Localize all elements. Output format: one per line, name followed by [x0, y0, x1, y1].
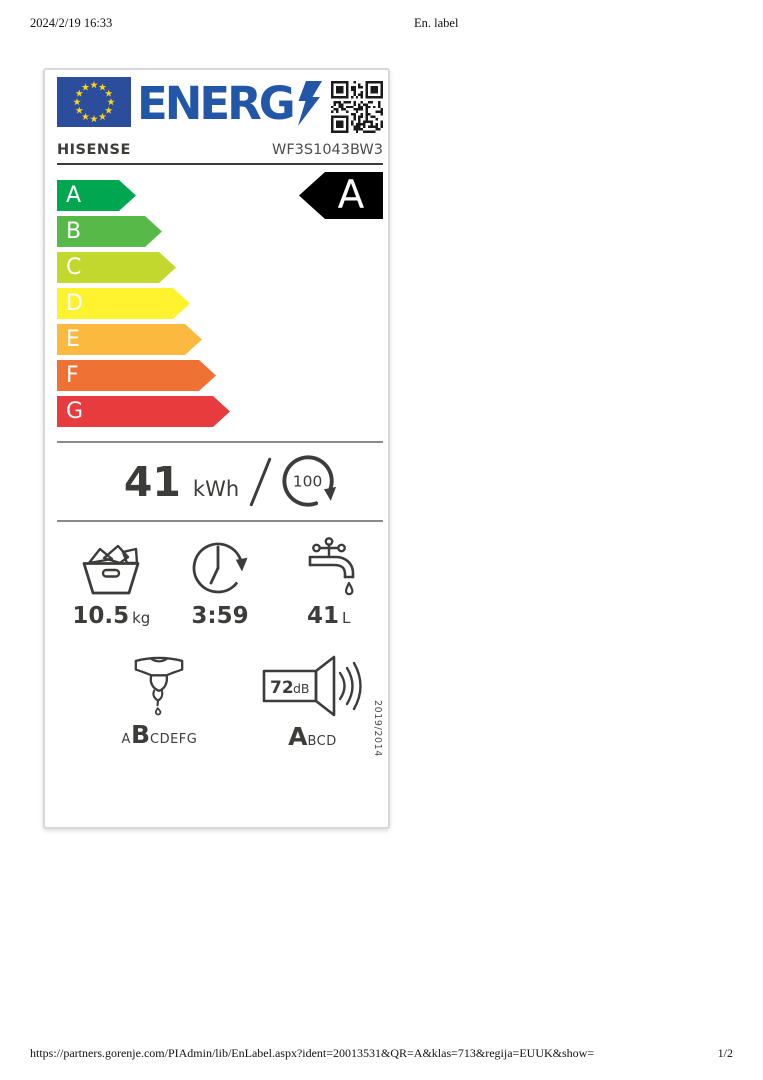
eu-flag-icon [57, 77, 131, 127]
rating-bar-g: G [57, 396, 230, 427]
selected-class-letter: A [337, 173, 365, 218]
classes-row: A B CDEFG 72 dB A BCD [57, 654, 383, 751]
selected-class-arrow: A [299, 172, 383, 219]
energy-value: 41 [123, 458, 181, 506]
energy-label: ENERG HISENSE WF3S1043BW3 A B C D E F G … [43, 68, 390, 829]
capacity-metric: 10.5 kg [57, 536, 166, 629]
regulation-number: 2019/2014 [372, 700, 383, 757]
metrics-row: 10.5 kg 3:59 [57, 536, 383, 629]
print-header-title: En. label [414, 16, 459, 30]
energ-logo: ENERG [137, 76, 322, 130]
spin-dry-shirt-icon [135, 656, 184, 716]
water-number: 41 [306, 603, 339, 629]
energy-unit: kWh [192, 477, 240, 501]
spin-class-scale: A B CDEFG [122, 720, 198, 749]
water-metric: 41 L [274, 536, 383, 629]
per-slash [249, 457, 272, 507]
spin-class-block: A B CDEFG [103, 654, 216, 751]
brand-row: HISENSE WF3S1043BW3 [57, 142, 383, 165]
capacity-unit: kg [132, 609, 151, 627]
rating-scale: A B C D E F G [57, 180, 230, 432]
print-footer-page-indicator: 1/2 [717, 1046, 733, 1060]
clock-icon [192, 542, 248, 594]
rating-letter: A [66, 183, 82, 208]
spin-class-selected: B [130, 720, 150, 749]
lightning-bolt-icon [297, 81, 322, 126]
spin-class-after: CDEFG [150, 732, 198, 747]
qr-code [331, 81, 383, 133]
duration-metric: 3:59 [166, 536, 275, 629]
rating-letter: F [66, 363, 79, 388]
rating-letter: B [66, 219, 82, 244]
speaker-icon: 72 dB [263, 655, 363, 717]
rating-bar-b: B [57, 216, 162, 247]
rating-letter: D [66, 291, 83, 316]
noise-class-scale: A BCD [288, 722, 337, 751]
rating-bar-f: F [57, 360, 216, 391]
print-footer-url: https://partners.gorenje.com/PIAdmin/lib… [30, 1046, 595, 1060]
energ-logo-text: ENERG [137, 77, 296, 130]
capacity-number: 10.5 [72, 603, 130, 629]
divider [57, 441, 383, 443]
rating-bar-c: C [57, 252, 176, 283]
duration-number: 3:59 [191, 603, 249, 629]
noise-block: 72 dB A BCD [242, 654, 383, 751]
rating-letter: G [66, 399, 84, 424]
cycle-arrow-icon: 100 [282, 455, 337, 507]
spin-class-before: A [121, 732, 131, 747]
energy-consumption: 41 kWh 100 [57, 451, 383, 513]
noise-class-after: BCD [307, 734, 337, 749]
cycles-count: 100 [293, 472, 323, 490]
water-value: 41 L [307, 603, 350, 629]
rating-bar-a: A [57, 180, 136, 211]
rating-letter: E [66, 327, 80, 352]
laundry-basket-icon [82, 544, 140, 595]
rating-bar-e: E [57, 324, 202, 355]
print-header-datetime: 2024/2/19 16:33 [30, 16, 113, 30]
cycles-icon: 100 [280, 453, 338, 511]
brand-name: HISENSE [57, 142, 131, 158]
rating-letter: C [66, 255, 82, 280]
divider [57, 520, 383, 522]
duration-value: 3:59 [191, 603, 248, 629]
water-tap-icon [308, 537, 354, 596]
noise-class-selected: A [288, 722, 308, 751]
noise-db-unit: dB [293, 681, 310, 696]
capacity-value: 10.5 kg [72, 603, 150, 629]
noise-db-value: 72 [270, 678, 294, 698]
rating-bar-d: D [57, 288, 190, 319]
water-unit: L [342, 609, 351, 627]
model-number: WF3S1043BW3 [271, 142, 383, 158]
